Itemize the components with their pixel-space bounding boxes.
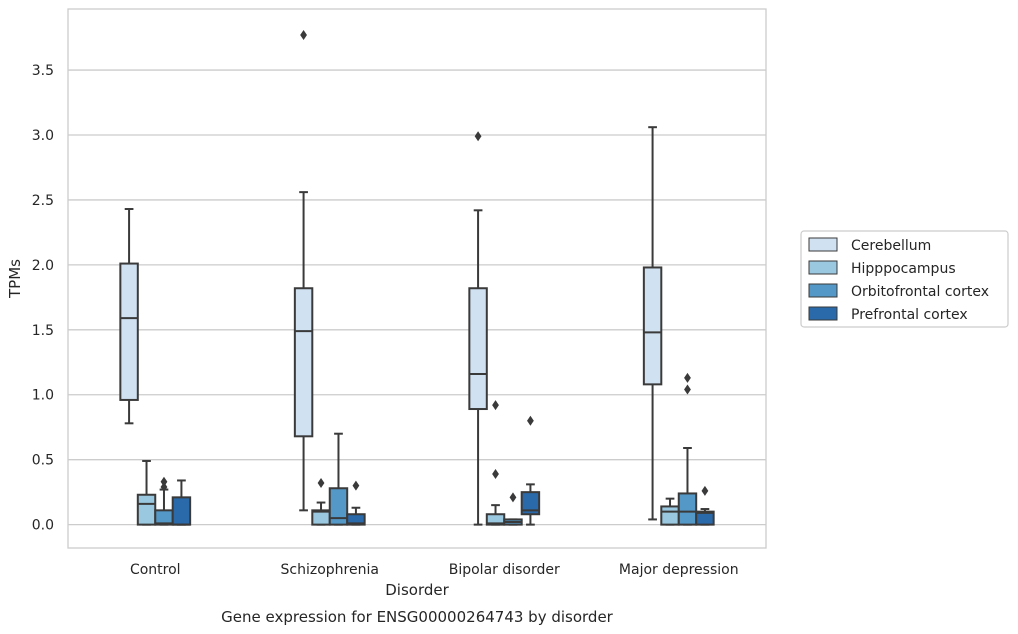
outlier-point [352, 480, 360, 491]
legend-label: Prefrontal cortex [851, 307, 968, 323]
outlier-point [474, 131, 482, 142]
outlier-point [300, 29, 307, 40]
x-tick-label: Schizophrenia [281, 562, 379, 578]
box-iqr [293, 287, 314, 438]
gridlines [68, 69, 766, 526]
box-prefrontal-cortex-1 [346, 480, 366, 526]
x-tick-labels: Control Schizophrenia Bipolar disorder Majo… [130, 562, 739, 578]
box-hipppocampus-1 [311, 478, 331, 526]
y-tick-label: 2.5 [32, 193, 54, 209]
box-hipppocampus-3 [660, 497, 680, 526]
x-tick-label: Bipolar disorder [449, 562, 560, 578]
y-axis-title: TPMs [6, 259, 24, 299]
outlier-point [492, 400, 499, 411]
legend-swatch [808, 260, 838, 275]
box-iqr [119, 262, 139, 401]
box-cerebellum-0 [119, 208, 139, 425]
y-tick-label: 1.5 [32, 323, 54, 339]
x-axis-title: Disorder [385, 581, 449, 599]
legend-swatch [808, 237, 838, 252]
legend: Cerebellum Hipppocampus Orbitofrontal cort… [800, 230, 1009, 328]
y-tick-label: 3.0 [32, 128, 54, 144]
outlier-point [684, 384, 691, 395]
outlier-point [684, 372, 691, 383]
box-iqr [660, 505, 680, 526]
box-iqr [171, 496, 192, 526]
box-iqr [520, 491, 541, 516]
box-iqr [346, 513, 366, 526]
y-tick-label: 1.0 [32, 388, 54, 404]
box-orbitofrontal-cortex-3 [677, 372, 698, 526]
outlier-point [317, 478, 325, 489]
legend-label: Hipppocampus [851, 261, 956, 277]
legend-label: Orbitofrontal cortex [851, 284, 989, 300]
plot-frame [67, 8, 767, 549]
legend-swatch [808, 306, 838, 321]
y-tick-label: 3.5 [32, 63, 54, 79]
box-cerebellum-3 [642, 126, 663, 521]
box-hipppocampus-0 [136, 459, 157, 526]
box-iqr [677, 492, 698, 526]
legend-frame [800, 230, 1009, 328]
outlier-point [509, 492, 517, 503]
box-iqr [328, 487, 349, 526]
y-tick-label: 0.5 [32, 453, 54, 469]
box-prefrontal-cortex-0 [171, 479, 192, 526]
box-hipppocampus-2 [485, 400, 506, 526]
box-iqr [468, 287, 488, 411]
box-iqr [642, 266, 663, 386]
box-groups [119, 29, 715, 526]
x-tick-label: Major depression [619, 562, 739, 578]
box-iqr [695, 510, 715, 526]
box-orbitofrontal-cortex-2 [503, 492, 523, 526]
legend-swatch [808, 283, 838, 298]
x-tick-label: Control [130, 562, 181, 578]
box-orbitofrontal-cortex-1 [328, 432, 349, 526]
y-tick-label: 0.0 [32, 518, 54, 534]
box-orbitofrontal-cortex-0 [154, 476, 174, 526]
outlier-point [527, 415, 534, 426]
legend-label: Cerebellum [851, 238, 931, 254]
box-iqr [136, 493, 157, 526]
box-cerebellum-2 [468, 131, 488, 526]
outlier-point [160, 481, 168, 492]
outlier-point [701, 485, 709, 496]
box-prefrontal-cortex-3 [695, 485, 715, 526]
y-tick-labels: 0.0 0.5 1.0 1.5 2.0 2.5 3.0 3.5 [32, 63, 54, 534]
chart-caption: Gene expression for ENSG00000264743 by d… [221, 608, 614, 626]
outlier-point [492, 468, 499, 479]
box-prefrontal-cortex-2 [520, 415, 541, 526]
outlier-point [160, 476, 168, 487]
y-tick-label: 2.0 [32, 258, 54, 274]
box-cerebellum-1 [293, 29, 314, 512]
